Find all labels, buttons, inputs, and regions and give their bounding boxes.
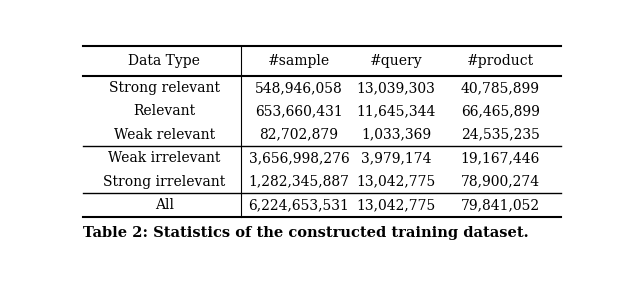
Text: 6,224,653,531: 6,224,653,531 [249, 198, 349, 212]
Text: 653,660,431: 653,660,431 [255, 104, 343, 118]
Text: 3,656,998,276: 3,656,998,276 [249, 151, 349, 165]
Text: 79,841,052: 79,841,052 [461, 198, 540, 212]
Text: Strong irrelevant: Strong irrelevant [103, 174, 225, 188]
Text: 82,702,879: 82,702,879 [260, 128, 339, 142]
Text: 24,535,235: 24,535,235 [461, 128, 540, 142]
Text: 13,042,775: 13,042,775 [356, 174, 436, 188]
Text: 548,946,058: 548,946,058 [255, 81, 343, 95]
Text: Data Type: Data Type [128, 54, 200, 68]
Text: Relevant: Relevant [133, 104, 195, 118]
Text: 13,039,303: 13,039,303 [357, 81, 436, 95]
Text: 19,167,446: 19,167,446 [461, 151, 540, 165]
Text: #product: #product [467, 54, 534, 68]
Text: #query: #query [370, 54, 423, 68]
Text: 11,645,344: 11,645,344 [356, 104, 436, 118]
Text: #sample: #sample [268, 54, 330, 68]
Text: Strong relevant: Strong relevant [109, 81, 220, 95]
Text: 1,033,369: 1,033,369 [361, 128, 431, 142]
Text: Weak relevant: Weak relevant [114, 128, 215, 142]
Text: Table 2: Statistics of the constructed training dataset.: Table 2: Statistics of the constructed t… [83, 226, 529, 240]
Text: 3,979,174: 3,979,174 [361, 151, 431, 165]
Text: 1,282,345,887: 1,282,345,887 [249, 174, 349, 188]
Text: 66,465,899: 66,465,899 [461, 104, 540, 118]
Text: 40,785,899: 40,785,899 [461, 81, 540, 95]
Text: Weak irrelevant: Weak irrelevant [108, 151, 220, 165]
Text: All: All [155, 198, 174, 212]
Text: 13,042,775: 13,042,775 [356, 198, 436, 212]
Text: 78,900,274: 78,900,274 [461, 174, 540, 188]
